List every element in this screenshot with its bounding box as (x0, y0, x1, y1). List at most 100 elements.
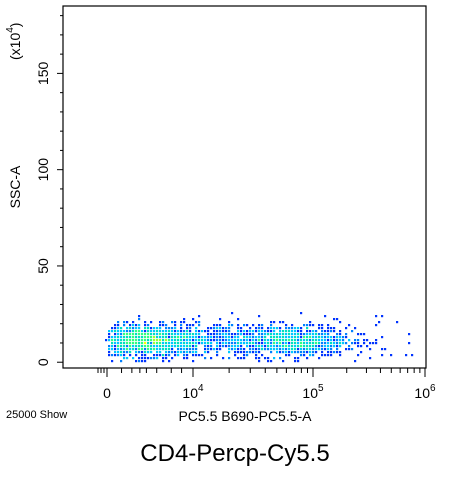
scatter-point (264, 348, 267, 351)
scatter-point (153, 333, 156, 336)
x-tick-label: 105 (302, 383, 324, 401)
scatter-point (120, 336, 123, 339)
scatter-point (171, 357, 174, 360)
x-tick-label: 104 (182, 383, 204, 401)
scatter-point (339, 342, 342, 345)
scatter-point (270, 351, 273, 354)
scatter-point (321, 324, 324, 327)
scatter-point (141, 345, 144, 348)
scatter-point (339, 333, 342, 336)
scatter-point (111, 354, 114, 357)
scatter-point (195, 351, 198, 354)
scatter-point (249, 339, 252, 342)
scatter-point (324, 354, 327, 357)
scatter-point (162, 324, 165, 327)
scatter-point (126, 333, 129, 336)
scatter-point (153, 348, 156, 351)
scatter-point (273, 339, 276, 342)
scatter-point (150, 345, 153, 348)
scatter-point (258, 345, 261, 348)
scatter-point (306, 336, 309, 339)
scatter-point (267, 357, 270, 360)
scatter-point (222, 327, 225, 330)
scatter-point (345, 333, 348, 336)
x-axis-title: PC5.5 B690-PC5.5-A (178, 408, 312, 424)
scatter-point (183, 351, 186, 354)
scatter-point (354, 327, 357, 330)
scatter-point (192, 324, 195, 327)
scatter-point (135, 333, 138, 336)
scatter-point (147, 327, 150, 330)
scatter-point (375, 342, 378, 345)
scatter-point (237, 351, 240, 354)
scatter-point (327, 351, 330, 354)
scatter-point (192, 345, 195, 348)
scatter-point (240, 351, 243, 354)
scatter-point (381, 315, 384, 318)
scatter-point (189, 336, 192, 339)
scatter-point (129, 324, 132, 327)
scatter-point (300, 312, 303, 315)
scatter-point (114, 342, 117, 345)
scatter-point (243, 324, 246, 327)
scatter-point (294, 339, 297, 342)
scatter-point (357, 345, 360, 348)
scatter-point (159, 354, 162, 357)
scatter-point (135, 330, 138, 333)
scatter-point (237, 345, 240, 348)
y-axis-multiplier: (x104) (5, 23, 23, 60)
scatter-point (186, 336, 189, 339)
scatter-point (303, 342, 306, 345)
scatter-point (309, 336, 312, 339)
scatter-point (306, 345, 309, 348)
scatter-point (129, 345, 132, 348)
scatter-point (180, 327, 183, 330)
scatter-point (162, 336, 165, 339)
scatter-point (231, 345, 234, 348)
scatter-point (297, 330, 300, 333)
scatter-point (195, 342, 198, 345)
scatter-point (165, 357, 168, 360)
scatter-point (258, 324, 261, 327)
scatter-point (111, 345, 114, 348)
scatter-point (129, 351, 132, 354)
scatter-point (306, 357, 309, 360)
scatter-point (153, 327, 156, 330)
scatter-point (183, 354, 186, 357)
scatter-point (147, 351, 150, 354)
scatter-point (192, 360, 195, 363)
scatter-point (303, 336, 306, 339)
scatter-point (108, 336, 111, 339)
scatter-point (174, 336, 177, 339)
y-multiplier-suffix: ) (7, 23, 23, 28)
scatter-point (204, 336, 207, 339)
scatter-point (336, 345, 339, 348)
scatter-point (258, 342, 261, 345)
scatter-point (294, 333, 297, 336)
scatter-point (261, 333, 264, 336)
scatter-point (180, 351, 183, 354)
scatter-point (261, 348, 264, 351)
scatter-point (132, 339, 135, 342)
scatter-point (186, 327, 189, 330)
scatter-point (141, 342, 144, 345)
scatter-point (408, 333, 411, 336)
scatter-point (135, 327, 138, 330)
scatter-point (279, 351, 282, 354)
scatter-point (213, 333, 216, 336)
scatter-point (273, 345, 276, 348)
scatter-point (108, 348, 111, 351)
scatter-point (201, 336, 204, 339)
scatter-point (183, 318, 186, 321)
scatter-point (171, 351, 174, 354)
scatter-point (117, 321, 120, 324)
scatter-point (192, 333, 195, 336)
x-tick-label: 106 (414, 383, 436, 401)
scatter-point (138, 315, 141, 318)
scatter-point (330, 339, 333, 342)
scatter-point (192, 318, 195, 321)
scatter-point (180, 321, 183, 324)
scatter-point (123, 354, 126, 357)
scatter-point (318, 339, 321, 342)
scatter-point (282, 342, 285, 345)
